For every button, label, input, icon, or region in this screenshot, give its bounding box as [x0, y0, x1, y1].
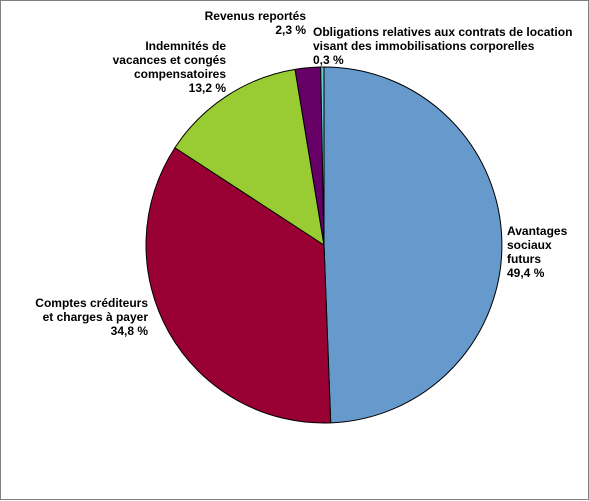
pie-slice-4 [320, 66, 325, 246]
pie-slice-1 [145, 147, 332, 424]
slice-label-avantages-sociaux: Avantages sociaux futurs 49,4 % [507, 224, 568, 280]
slice-label-revenus-reportes: Revenus reportés 2,3 % [204, 9, 306, 37]
slice-label-obligations-location: Obligations relatives aux contrats de lo… [313, 25, 573, 67]
slice-label-indemnites-vacances: Indemnités de vacances et congés compens… [112, 39, 226, 95]
pie-slice-2 [174, 68, 325, 246]
slice-label-comptes-crediteurs: Comptes créditeurs et charges à payer 34… [35, 296, 148, 338]
pie-slice-0 [323, 66, 503, 424]
